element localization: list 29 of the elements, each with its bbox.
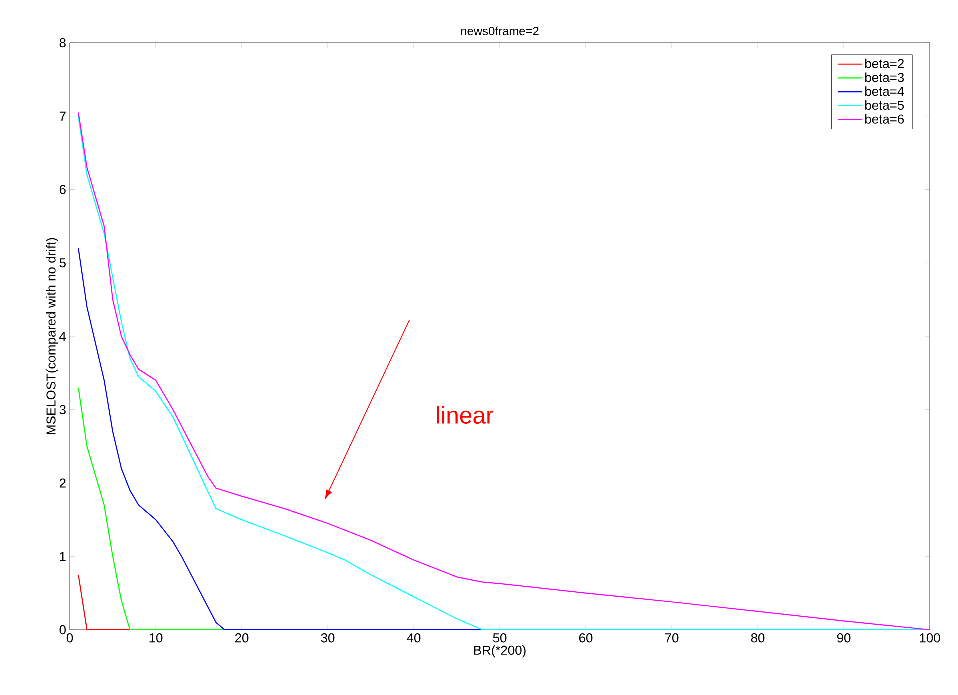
x-tick-label: 80 <box>751 634 765 643</box>
annotation: linear <box>437 406 494 424</box>
legend-label: beta=5 <box>865 100 904 110</box>
legend-label: beta=2 <box>865 58 904 68</box>
x-axis-title: BR(*200) <box>474 646 526 658</box>
y-axis-title: MSELOST(compared with no drift) <box>46 238 58 434</box>
y-tick-label: 2 <box>60 478 66 488</box>
x-tick-label: 100 <box>920 634 940 643</box>
x-tick-label: 50 <box>493 634 507 643</box>
y-tick-label: 6 <box>60 185 66 194</box>
y-tick-label: 4 <box>60 332 66 341</box>
x-tick-label: 0 <box>66 634 74 643</box>
y-tick-label: 0 <box>60 625 66 635</box>
y-tick-label: 1 <box>60 552 66 562</box>
legend-label: beta=3 <box>865 72 904 82</box>
x-tick-label: 20 <box>235 634 249 643</box>
x-tick-label: 90 <box>837 634 851 643</box>
y-tick-label: 8 <box>60 38 66 48</box>
y-tick-label: 5 <box>60 258 66 268</box>
y-tick-label: 3 <box>60 405 66 414</box>
x-tick-label: 70 <box>665 634 679 643</box>
legend-label: beta=6 <box>865 114 904 124</box>
legend-label: beta=4 <box>865 86 904 96</box>
x-tick-label: 40 <box>407 634 421 643</box>
chart-title: news0frame=2 <box>461 26 539 36</box>
y-tick-label: 7 <box>60 112 66 121</box>
x-tick-label: 30 <box>321 634 335 643</box>
x-tick-label: 10 <box>150 634 163 643</box>
x-tick-label: 60 <box>579 634 593 643</box>
